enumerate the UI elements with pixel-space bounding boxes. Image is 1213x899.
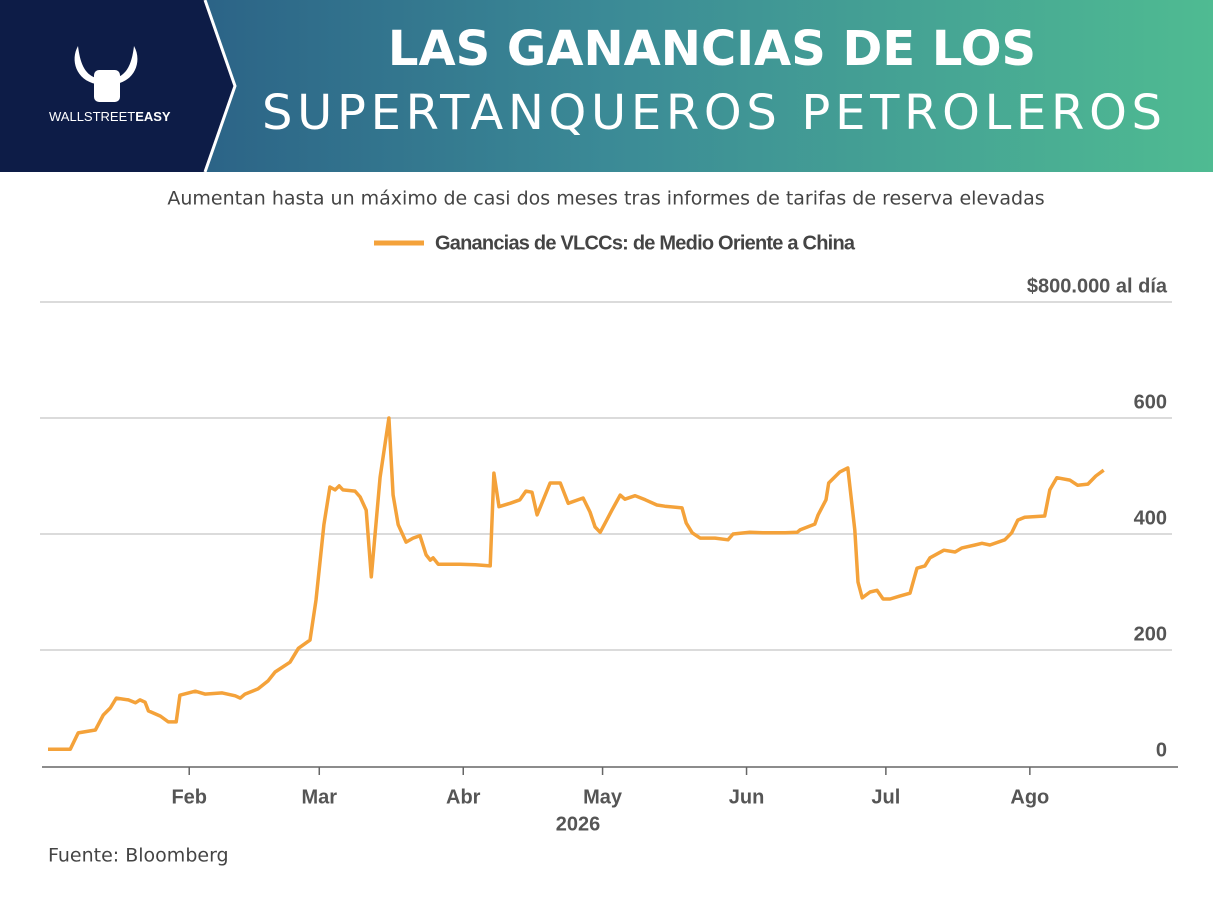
logo-text-bold: EASY xyxy=(135,109,171,124)
y-tick-label: 0 xyxy=(1156,739,1167,761)
y-tick-label: 600 xyxy=(1134,391,1167,413)
x-tick-label: Ago xyxy=(1010,786,1049,808)
logo-text-regular: WALLSTREET xyxy=(49,109,135,124)
logo-text: WALLSTREETEASY xyxy=(49,109,171,124)
subtitle: Aumentan hasta un máximo de casi dos mes… xyxy=(167,188,1044,210)
title-line-1: LAS GANANCIAS DE LOS xyxy=(388,21,1036,77)
x-tick-label: Feb xyxy=(171,786,207,808)
x-axis-label: 2026 xyxy=(556,813,601,835)
legend-label: Ganancias de VLCCs: de Medio Oriente a C… xyxy=(435,232,856,254)
x-tick-label: Abr xyxy=(446,786,481,808)
y-tick-label: 400 xyxy=(1134,507,1167,529)
source: Fuente: Bloomberg xyxy=(48,845,229,867)
x-tick-label: Jun xyxy=(729,786,765,808)
x-tick-label: May xyxy=(583,786,623,808)
y-tick-label: $800.000 al día xyxy=(1027,275,1168,297)
x-tick-label: Jul xyxy=(871,786,900,808)
chevron xyxy=(203,0,237,173)
title-line-2: SUPERTANQUEROS PETROLEROS xyxy=(262,85,1162,141)
data-line xyxy=(48,416,1105,751)
y-tick-label: 200 xyxy=(1134,623,1167,645)
x-tick-label: Mar xyxy=(301,786,337,808)
logo-icon xyxy=(74,46,138,102)
